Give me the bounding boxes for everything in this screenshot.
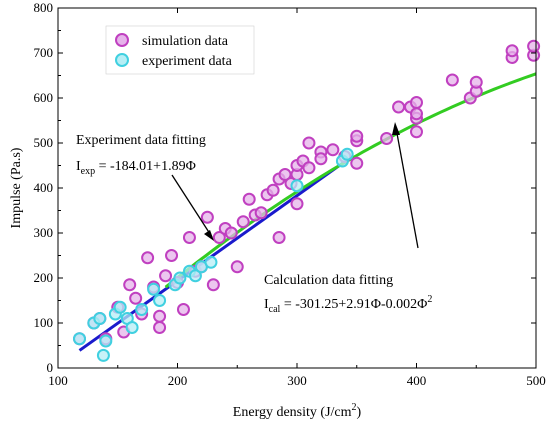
simulation-point	[242, 192, 256, 206]
simulation-point	[350, 156, 364, 170]
y-tick-label: 400	[34, 180, 54, 195]
simulation-point	[159, 269, 173, 283]
legend-box	[105, 25, 255, 75]
simulation-point	[445, 73, 459, 87]
simulation-point	[212, 231, 226, 244]
legend-experiment-label: experiment data	[142, 54, 233, 69]
experiment-point	[113, 300, 127, 314]
experiment-fit-arrowhead	[204, 230, 214, 241]
y-tick-label: 600	[34, 90, 54, 105]
experiment-fit-annotation: Experiment data fitting Iexp = -184.01+1…	[76, 133, 214, 241]
x-tick-label: 400	[407, 373, 427, 388]
simulation-point	[200, 210, 214, 224]
x-tick-label: 100	[48, 373, 68, 388]
simulation-point	[266, 183, 280, 197]
experiment-point	[290, 179, 304, 193]
simulation-point	[527, 39, 541, 53]
experiment-point	[93, 312, 107, 325]
simulation-point	[290, 197, 304, 211]
simulation-point	[314, 152, 328, 166]
simulation-point	[153, 309, 167, 323]
experiment-point	[147, 282, 161, 296]
experiment-point	[153, 294, 167, 307]
simulation-point	[153, 321, 167, 334]
experiment-fit-title: Experiment data fitting	[76, 133, 206, 148]
simulation-point	[380, 132, 394, 145]
experiment-point	[125, 321, 139, 334]
experiment-point	[340, 147, 354, 161]
experiment-point	[96, 348, 110, 362]
y-tick-label: 100	[34, 315, 54, 330]
simulation-point	[392, 100, 406, 114]
simulation-point	[141, 251, 155, 265]
calculation-fit-equation: Ical = -301.25+2.91Φ-0.002Φ2	[264, 294, 432, 315]
calculation-fit-arrow	[395, 127, 419, 249]
experiment-point	[135, 303, 149, 316]
experiment-fit-line	[78, 158, 349, 352]
simulation-point	[165, 249, 179, 262]
simulation-point	[469, 75, 483, 89]
calculation-fit-curve	[164, 72, 537, 289]
simulation-point	[254, 206, 268, 220]
simulation-point	[236, 215, 250, 229]
simulation-point	[206, 278, 220, 292]
experiment-fit-arrow	[171, 174, 213, 238]
simulation-point	[230, 260, 244, 274]
experiment-point	[188, 269, 202, 283]
x-tick-label: 500	[526, 373, 546, 388]
x-axis-title: Energy density (J/cm2)	[233, 402, 362, 420]
y-tick-label: 800	[34, 0, 54, 15]
y-tick-label: 300	[34, 225, 54, 240]
simulation-point	[129, 291, 143, 305]
experiment-point	[73, 332, 87, 346]
experiment-fit-equation: Iexp = -184.01+1.89Φ	[76, 159, 196, 177]
experiment-point	[173, 271, 187, 285]
y-tick-label: 700	[34, 45, 54, 60]
data-points	[73, 39, 541, 362]
legend-simulation-marker	[115, 33, 129, 47]
y-tick-label: 200	[34, 270, 54, 285]
simulation-point	[410, 96, 423, 109]
simulation-point	[272, 231, 286, 244]
simulation-point	[350, 129, 364, 143]
simulation-point	[505, 44, 519, 58]
x-tick-label: 200	[168, 373, 188, 388]
simulation-point	[302, 161, 316, 175]
legend-simulation-label: simulation data	[142, 34, 229, 49]
experiment-point	[99, 334, 113, 348]
experiment-point	[204, 255, 218, 269]
calculation-fit-arrowhead	[392, 122, 400, 135]
simulation-point	[410, 125, 423, 139]
simulation-point	[224, 226, 238, 240]
calculation-fit-title: Calculation data fitting	[264, 273, 393, 288]
simulation-point	[326, 143, 340, 157]
simulation-point	[123, 278, 137, 292]
simulation-point	[176, 303, 190, 316]
simulation-point	[302, 136, 316, 150]
x-tick-label: 300	[287, 373, 307, 388]
y-axis-title: Impulse (Pa.s)	[9, 147, 24, 228]
legend: simulation data experiment data	[105, 25, 255, 75]
legend-experiment-marker	[115, 53, 129, 67]
simulation-point	[410, 107, 423, 121]
calculation-fit-annotation: Calculation data fitting Ical = -301.25+…	[264, 122, 432, 315]
y-tick-label: 0	[47, 360, 54, 375]
y-tick-label: 500	[34, 135, 54, 150]
simulation-point	[182, 231, 196, 244]
